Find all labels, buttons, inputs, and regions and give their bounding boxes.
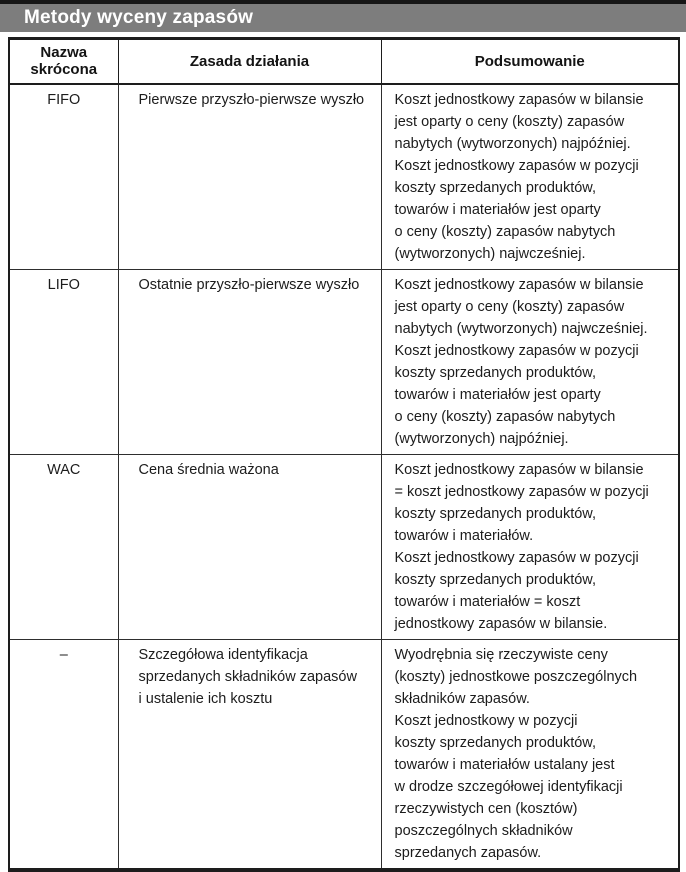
column-header-principle: Zasada działania bbox=[117, 38, 381, 85]
table-container: Nazwa skrócona Zasada działania Podsumow… bbox=[8, 37, 680, 872]
method-summary: Koszt jednostkowy zapasów w bilansie = k… bbox=[380, 454, 679, 640]
table-row-wac: WAC Cena średnia ważona Koszt jednostkow… bbox=[9, 454, 679, 640]
method-summary: Wyodrębnia się rzeczywiste ceny (koszty)… bbox=[380, 639, 679, 870]
column-header-summary: Podsumowanie bbox=[380, 38, 679, 85]
table-row-lifo: LIFO Ostatnie przyszło-pierwsze wyszło K… bbox=[9, 269, 679, 455]
method-summary: Koszt jednostkowy zapasów w bilansie jes… bbox=[380, 84, 679, 270]
inventory-valuation-methods-table: Nazwa skrócona Zasada działania Podsumow… bbox=[8, 37, 680, 872]
method-principle: Ostatnie przyszło-pierwsze wyszło bbox=[117, 269, 381, 455]
table-row-specific-identification: – Szczegółowa identyfikacja sprzedanych … bbox=[9, 639, 679, 870]
table-header-row: Nazwa skrócona Zasada działania Podsumow… bbox=[9, 38, 679, 85]
table-row-fifo: FIFO Pierwsze przyszło-pierwsze wyszło K… bbox=[9, 84, 679, 270]
method-short-name: – bbox=[9, 639, 118, 870]
method-principle: Szczegółowa identyfikacja sprzedanych sk… bbox=[117, 639, 381, 870]
section-title-bar: Metody wyceny zapasów bbox=[0, 4, 686, 32]
method-short-name: WAC bbox=[9, 454, 118, 640]
method-principle: Cena średnia ważona bbox=[117, 454, 381, 640]
method-short-name: FIFO bbox=[47, 92, 81, 108]
method-summary: Koszt jednostkowy zapasów w bilansie jes… bbox=[380, 269, 679, 455]
method-principle: Pierwsze przyszło-pierwsze wyszło bbox=[117, 84, 381, 270]
column-header-short-name: Nazwa skrócona bbox=[9, 38, 118, 85]
section-title: Metody wyceny zapasów bbox=[24, 7, 254, 28]
top-black-strip bbox=[0, 0, 686, 4]
method-short-name: LIFO bbox=[9, 269, 118, 455]
